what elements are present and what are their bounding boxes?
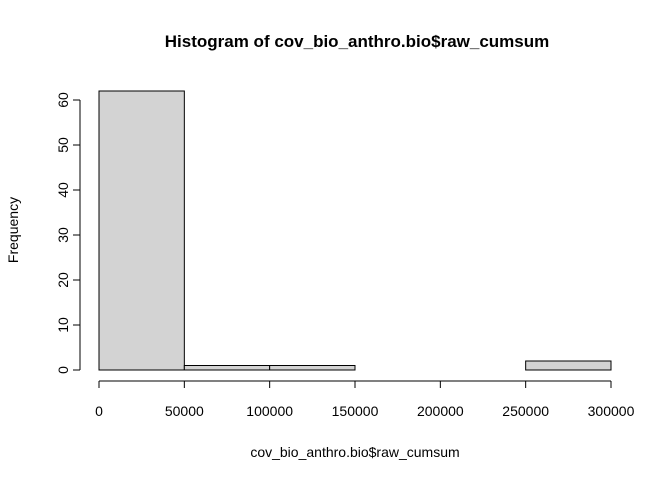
y-axis-label: Frequency — [5, 197, 21, 263]
x-tick-label: 150000 — [332, 403, 379, 419]
x-tick-label: 0 — [95, 403, 103, 419]
bars-group — [98, 90, 612, 371]
x-axis-label: cov_bio_anthro.bio$raw_cumsum — [250, 444, 459, 460]
x-tick-label: 250000 — [502, 403, 549, 419]
y-tick-label: 20 — [55, 272, 71, 288]
x-tick-label: 100000 — [246, 403, 293, 419]
x-tick-label: 50000 — [165, 403, 204, 419]
y-tick-label: 0 — [55, 366, 71, 374]
histogram-bar-0 — [98, 90, 185, 371]
y-tick-label: 60 — [55, 92, 71, 108]
y-tick-label: 40 — [55, 182, 71, 198]
chart-title: Histogram of cov_bio_anthro.bio$raw_cums… — [165, 32, 549, 51]
y-tick-label: 30 — [55, 227, 71, 243]
y-tick-label: 10 — [55, 317, 71, 333]
histogram-bar-5 — [525, 360, 612, 371]
histogram-bar-2 — [269, 365, 356, 371]
x-tick-label: 300000 — [588, 403, 635, 419]
y-tick-label: 50 — [55, 137, 71, 153]
histogram-bar-1 — [183, 365, 271, 371]
x-tick-label: 200000 — [417, 403, 464, 419]
y-axis: 0 10 20 30 40 50 60 — [55, 92, 81, 374]
x-axis: 0 50000 100000 150000 200000 250000 300000 — [95, 380, 635, 419]
